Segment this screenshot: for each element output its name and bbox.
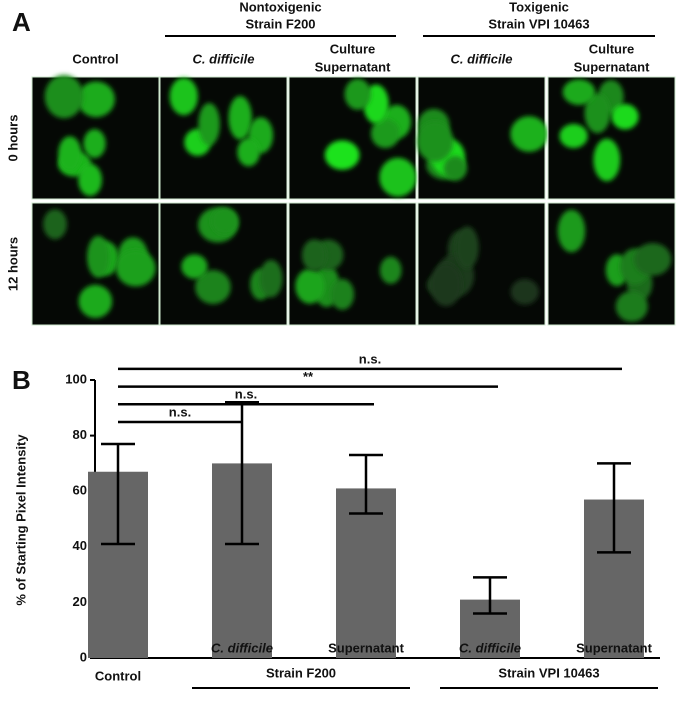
group-label: Strain VPI 10463 [498,665,599,680]
comparison-label: n.s. [169,404,191,419]
cell [259,259,283,298]
bar [336,488,396,658]
group-title: Toxigenic [509,0,569,14]
cell [443,156,467,181]
cell [510,116,548,152]
row-label: 0 hours [5,115,20,162]
cell [198,102,220,146]
y-tick-label: 60 [73,483,87,498]
cell [416,120,454,162]
panel-label: A [12,7,31,37]
cell [430,262,462,307]
column-label: C. difficile [193,51,255,66]
cell [634,242,672,276]
y-tick-label: 80 [73,427,87,442]
cell [379,256,402,284]
y-tick-label: 40 [73,538,87,553]
x-tick-label: Supernatant [328,640,405,655]
y-tick-label: 0 [80,649,87,664]
cell [181,254,208,279]
cell [455,226,479,269]
cell [324,140,360,170]
comparison-label: ** [303,369,314,384]
cell [195,270,231,305]
column-label: Control [72,51,118,66]
cell [615,291,648,322]
cell [83,129,106,159]
cell [87,235,110,278]
y-tick-label: 20 [73,594,87,609]
comparison-label: n.s. [235,387,257,402]
cell [43,209,67,240]
cell [169,77,198,116]
panel-label: B [12,365,31,395]
group-title: Strain F200 [245,16,315,31]
y-axis-label: % of Starting Pixel Intensity [13,434,28,606]
micrograph [417,202,546,326]
column-label: Culture [589,41,635,56]
group-title: Nontoxigenic [239,0,321,14]
cell [228,95,252,140]
cell [58,136,82,172]
cell [557,209,586,253]
x-tick-label: Control [95,668,141,683]
column-label: Supernatant [574,59,651,74]
group-label: Strain F200 [266,665,336,680]
cell [510,278,539,305]
cell [78,163,102,197]
column-label: Supernatant [315,59,392,74]
y-tick-label: 100 [65,371,87,386]
cell [301,239,327,272]
cell [584,93,611,134]
x-tick-label: Supernatant [576,640,653,655]
comparison-label: n.s. [359,351,381,366]
cell [562,79,596,105]
group-title: Strain VPI 10463 [488,16,589,31]
row-label: 12 hours [5,237,20,291]
cell [77,81,115,118]
cell [379,157,417,197]
cell [330,278,355,310]
cell [559,123,588,149]
column-label: C. difficile [451,51,513,66]
cell [78,284,113,318]
cell [115,249,156,287]
cell [593,138,621,182]
column-label: Culture [330,41,376,56]
x-tick-label: C. difficile [459,640,521,655]
cell [237,137,260,167]
cell [295,268,325,304]
cell [44,74,84,119]
x-tick-label: C. difficile [211,640,273,655]
cell [611,103,639,130]
cell [344,78,372,110]
cell [211,207,239,236]
cell [370,118,400,149]
